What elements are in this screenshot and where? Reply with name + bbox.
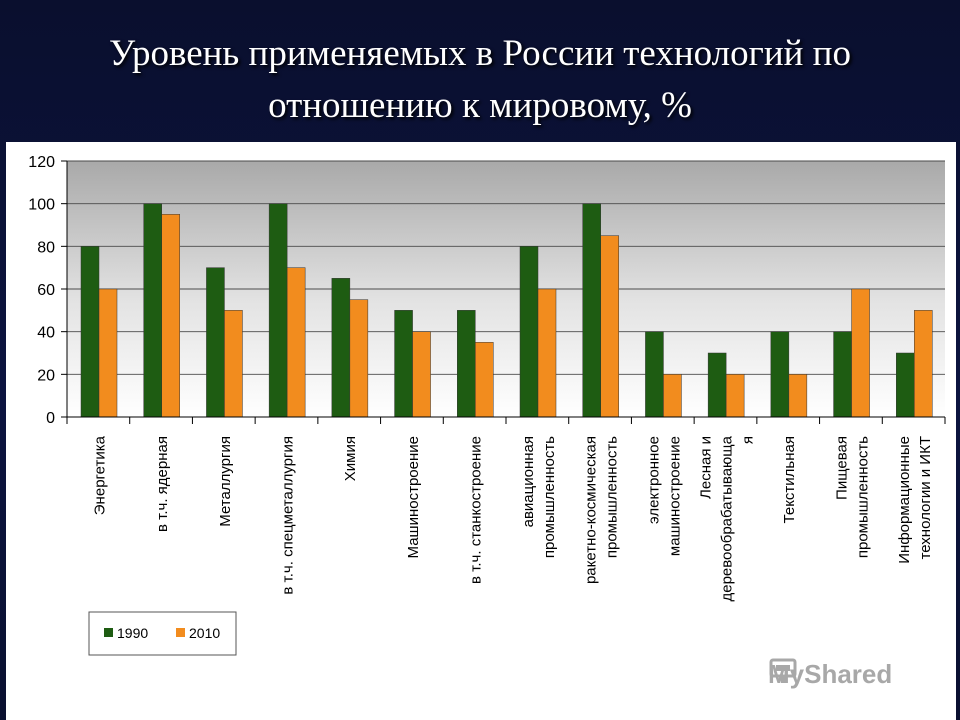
bar-1990-6 — [394, 310, 413, 418]
x-category-label: Энергетика — [91, 435, 108, 515]
bar-2010-14 — [914, 310, 933, 418]
bar-2010-8 — [537, 288, 557, 418]
bar-1990-3 — [206, 267, 225, 418]
bar-1990-11 — [707, 352, 727, 418]
bar-chart: 0 20 40 60 80 100 120 Энергетика в т.ч. ядерная… — [28, 154, 946, 656]
bar-2010-9 — [600, 235, 619, 418]
x-category-label: Химия — [342, 436, 359, 481]
x-category-label: деревообрабатывающа — [719, 435, 736, 601]
bar-1990-13 — [833, 331, 852, 418]
bar-1990-8 — [519, 246, 539, 418]
bar-2010-1 — [98, 288, 118, 418]
x-category-label: Машиностроение — [405, 436, 422, 558]
x-category-label: электронное — [645, 436, 662, 524]
x-category-label: в т.ч. спецметаллургия — [280, 436, 297, 595]
x-category-label: Информационные — [896, 436, 913, 564]
slide-title-line-1: Уровень применяемых в России технологий … — [109, 33, 851, 74]
bar-2010-10 — [663, 374, 682, 418]
presentation-icon — [769, 658, 797, 683]
bar-1990-10 — [645, 331, 664, 418]
legend-swatch — [104, 628, 113, 637]
x-category-label: в т.ч. ядерная — [154, 436, 171, 532]
bar-1990-7 — [457, 310, 476, 418]
y-tick-label: 100 — [28, 197, 55, 214]
bar-2010-11 — [725, 374, 745, 418]
y-tick-label: 0 — [46, 410, 55, 427]
slide-title: Уровень применяемых в России технологий … — [0, 28, 960, 132]
y-tick-label: 60 — [37, 282, 55, 299]
chart-panel: 0 20 40 60 80 100 120 Энергетика в т.ч. ядерная… — [6, 142, 956, 720]
x-category-label: в т.ч. станкостроение — [468, 436, 485, 584]
x-category-label: Пищевая — [833, 436, 850, 500]
bar-2010-4 — [286, 267, 306, 418]
slide-title-line-2: отношению к мировому, % — [268, 85, 692, 126]
bar-1990-4 — [268, 203, 288, 418]
x-category-label: промышленность — [541, 436, 558, 558]
x-category-label: ракетно-космическая — [583, 436, 600, 584]
x-category-label: промышленность — [604, 436, 621, 558]
legend-swatch — [176, 628, 185, 637]
y-tick-label: 40 — [37, 325, 55, 342]
bar-2010-7 — [475, 342, 494, 418]
x-category-label: Текстильная — [781, 436, 798, 523]
x-category-label: технологии и ИКТ — [917, 436, 934, 559]
watermark-text: MyShared — [768, 658, 893, 689]
y-tick-label: 20 — [37, 367, 55, 384]
bar-1990-9 — [582, 203, 601, 418]
watermark: MyShared — [768, 656, 892, 692]
x-category-label: Металлургия — [217, 436, 234, 527]
x-category-label: промышленность — [854, 436, 871, 558]
x-category-label: машиностроение — [666, 436, 683, 556]
bar-1990-2 — [143, 203, 162, 418]
bar-2010-3 — [224, 310, 243, 418]
bar-2010-13 — [851, 288, 870, 418]
x-category-label: я — [740, 436, 757, 444]
bar-1990-12 — [770, 331, 790, 418]
x-category-label: авиационная — [520, 436, 537, 527]
x-category-label: Лесная и — [698, 436, 715, 499]
bar-2010-12 — [788, 374, 808, 418]
bar-2010-2 — [161, 214, 180, 418]
bar-1990-1 — [80, 246, 100, 418]
bar-2010-6 — [412, 331, 431, 418]
legend-label: 1990 — [117, 625, 148, 641]
legend-box — [88, 611, 237, 656]
bar-1990-5 — [331, 278, 351, 418]
bar-2010-5 — [349, 299, 369, 418]
bar-1990-14 — [896, 352, 915, 418]
y-tick-label: 80 — [37, 239, 55, 256]
y-tick-label: 120 — [28, 154, 55, 171]
legend-label: 2010 — [189, 625, 220, 641]
